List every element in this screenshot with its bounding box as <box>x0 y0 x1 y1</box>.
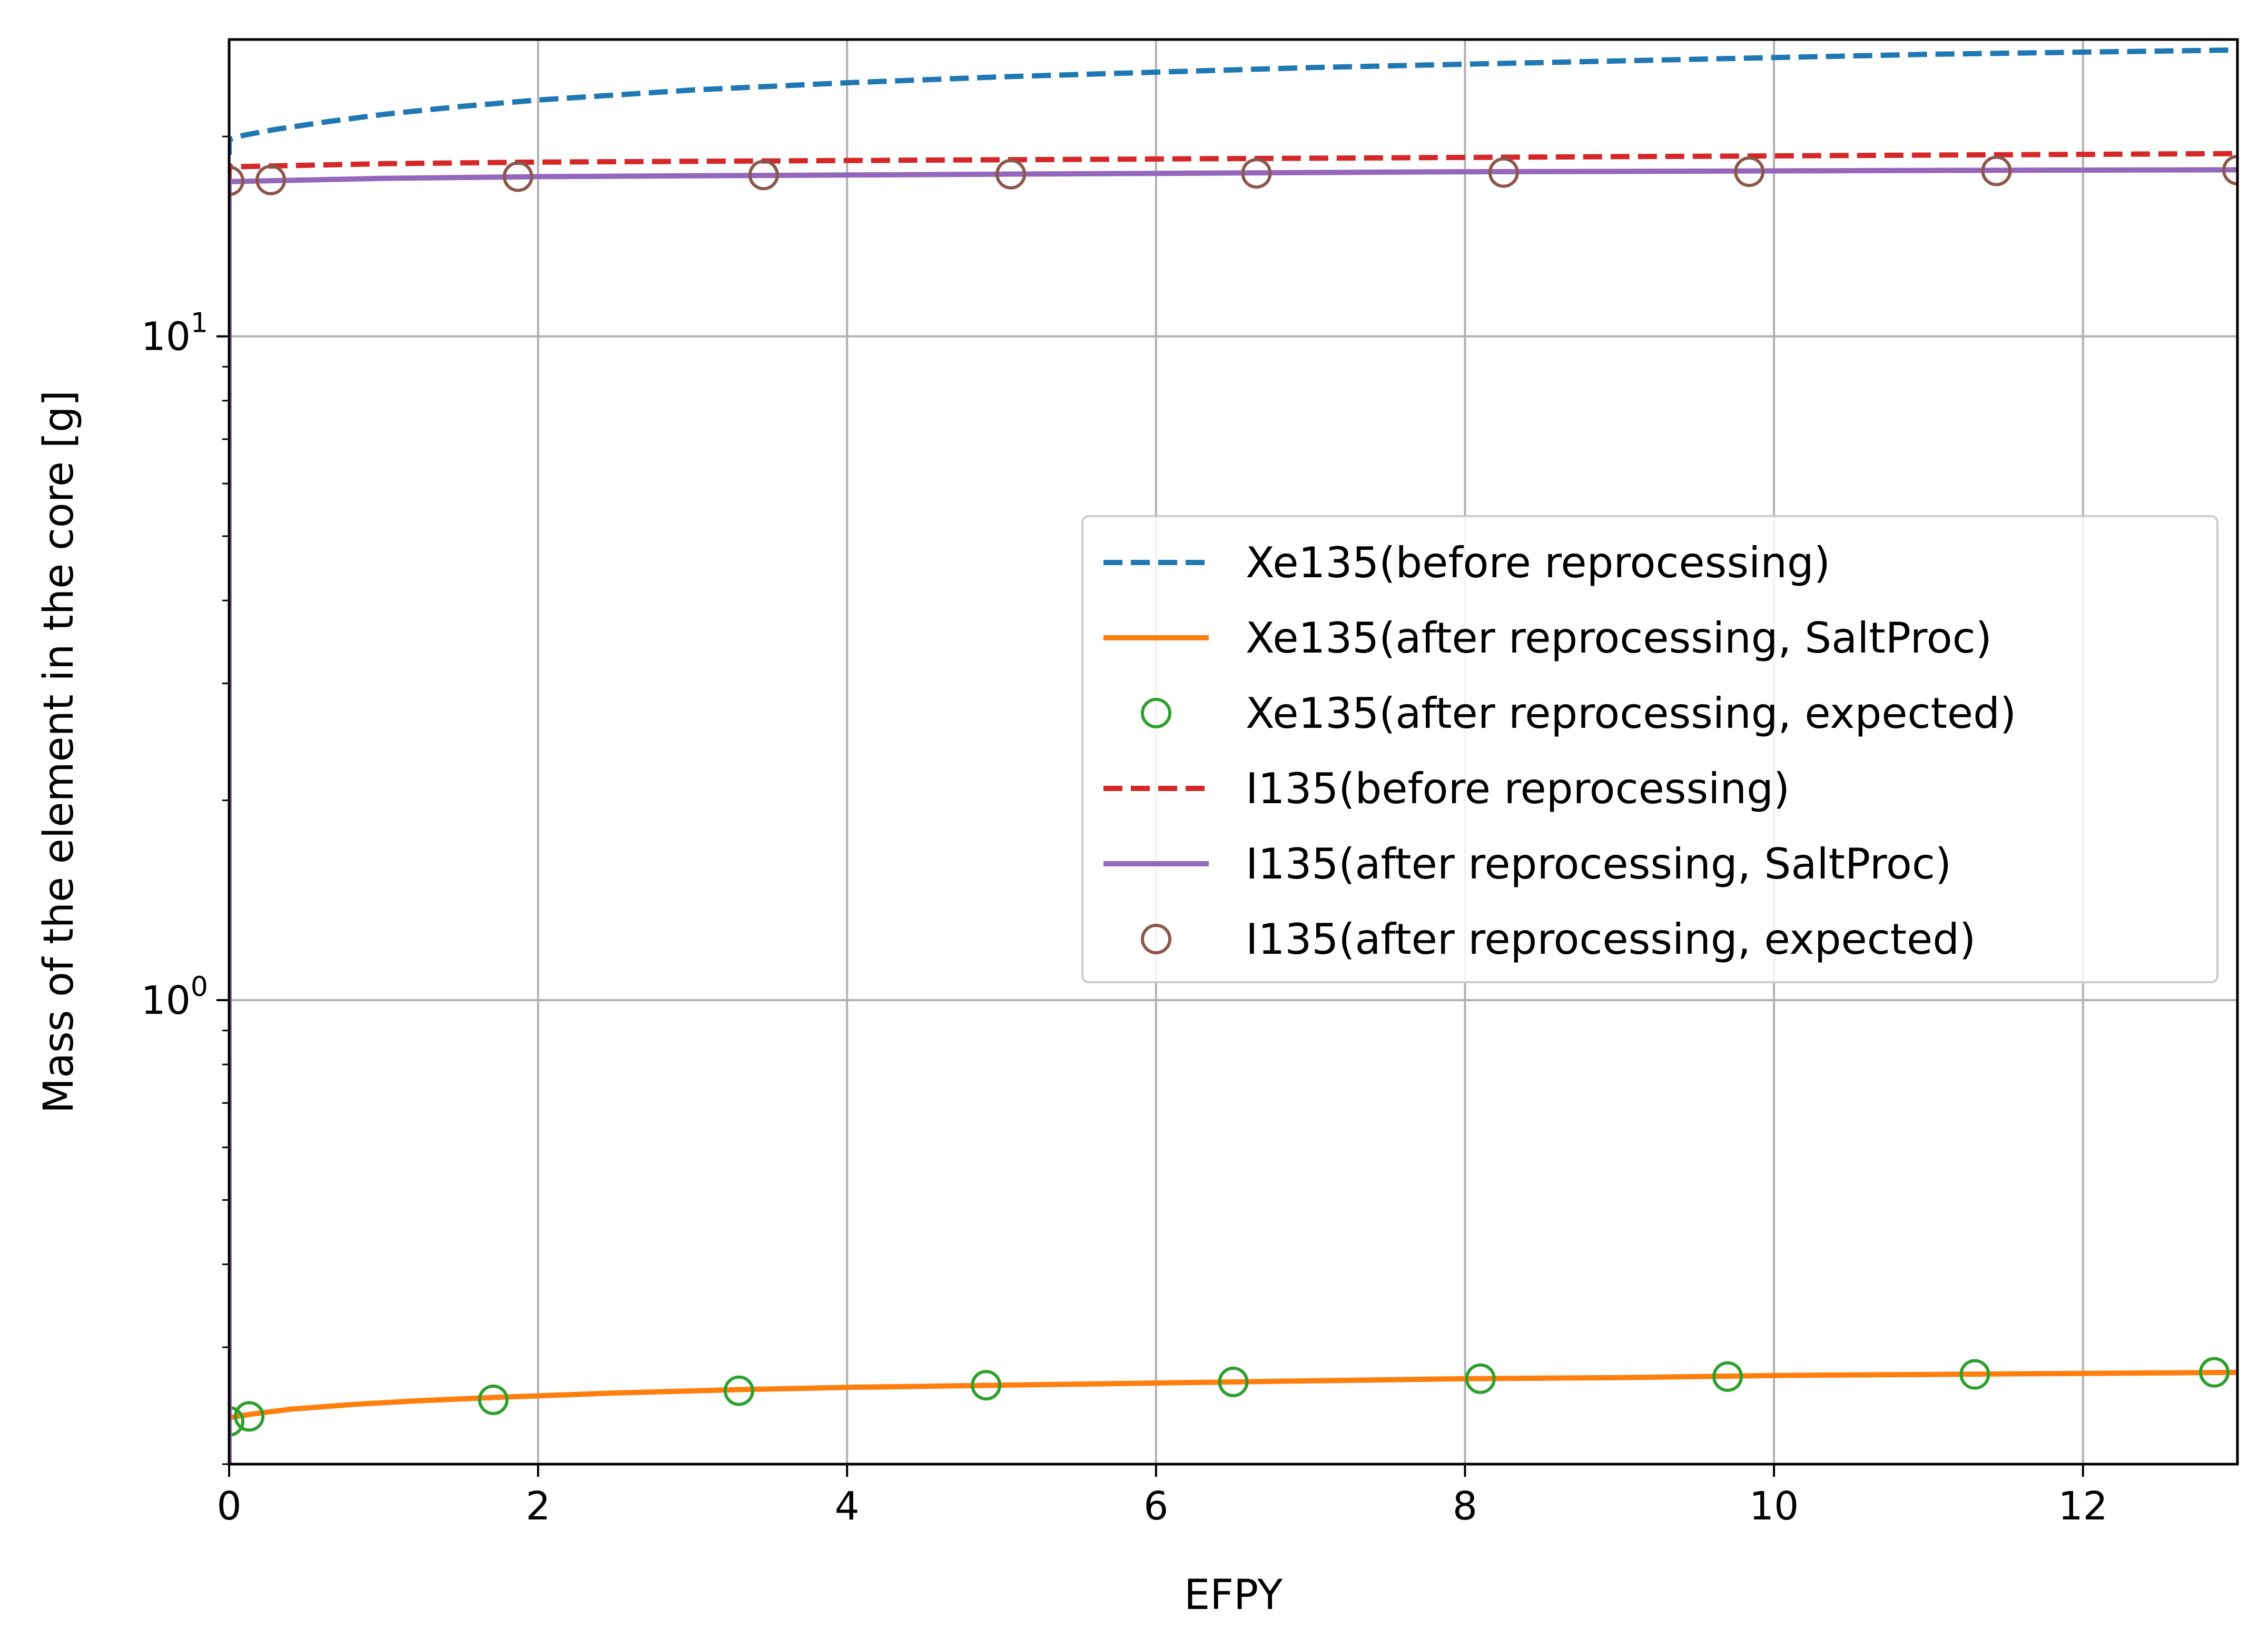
data-point <box>255 164 287 195</box>
data-point <box>502 161 534 192</box>
x-axis-label: EFPY <box>1184 1572 1283 1619</box>
data-point <box>1241 158 1272 189</box>
x-tick-label: 6 <box>1143 1484 1168 1529</box>
data-point <box>995 159 1027 190</box>
data-point <box>2222 154 2237 185</box>
plot-area: 0 2 4 6 8 10 12 100 101 EFPY Mass of the element i… <box>35 38 2239 1619</box>
y-minor-ticks <box>222 135 229 1465</box>
data-point <box>1981 155 2012 186</box>
series-line <box>229 47 2237 1464</box>
y-tick-label: 101 <box>141 308 208 360</box>
legend-box <box>1081 515 2218 983</box>
x-tick-label: 2 <box>526 1484 550 1529</box>
legend-label: Xe135(after reprocessing, SaltProc) <box>1246 614 1992 663</box>
x-tick-label: 12 <box>2058 1484 2108 1529</box>
data-point <box>1218 1366 1249 1397</box>
series-line <box>229 167 2237 1464</box>
legend-label: I135(before reprocessing) <box>1246 764 1790 813</box>
data-point <box>971 1370 1002 1401</box>
x-tick-label: 0 <box>216 1484 241 1529</box>
legend-label: Xe135(before reprocessing) <box>1246 538 1830 587</box>
axes-frame <box>228 38 2239 1466</box>
legend-label: I135(after reprocessing, expected) <box>1246 915 1976 964</box>
data-point <box>1465 1363 1496 1394</box>
data-point <box>2199 1357 2230 1388</box>
data-point <box>748 160 779 191</box>
data-point <box>478 1384 509 1415</box>
series-line <box>229 151 2237 1464</box>
legend-label: Xe135(after reprocessing, expected) <box>1246 689 2016 738</box>
y-tick-label: 100 <box>141 971 208 1023</box>
x-tick-label: 4 <box>835 1484 860 1529</box>
legend-marker <box>1141 924 1171 954</box>
data-point <box>1712 1361 1743 1392</box>
x-tick-label: 10 <box>1749 1484 1799 1529</box>
series-line <box>229 1369 2237 1464</box>
data-point <box>1488 157 1519 188</box>
series-group <box>229 47 2237 1464</box>
legend: Xe135(before reprocessing) Xe135(after re… <box>1081 515 2218 983</box>
data-point <box>229 1406 244 1437</box>
y-axis-label: Mass of the element in the core [g] <box>35 390 83 1113</box>
data-point <box>234 1401 265 1432</box>
data-point <box>1959 1359 1990 1390</box>
x-tick-label: 8 <box>1453 1484 1477 1529</box>
legend-label: I135(after reprocessing, SaltProc) <box>1246 840 1951 888</box>
legend-marker <box>1141 698 1171 728</box>
data-point <box>723 1375 754 1406</box>
data-point <box>229 165 244 196</box>
data-point <box>1734 156 1765 187</box>
